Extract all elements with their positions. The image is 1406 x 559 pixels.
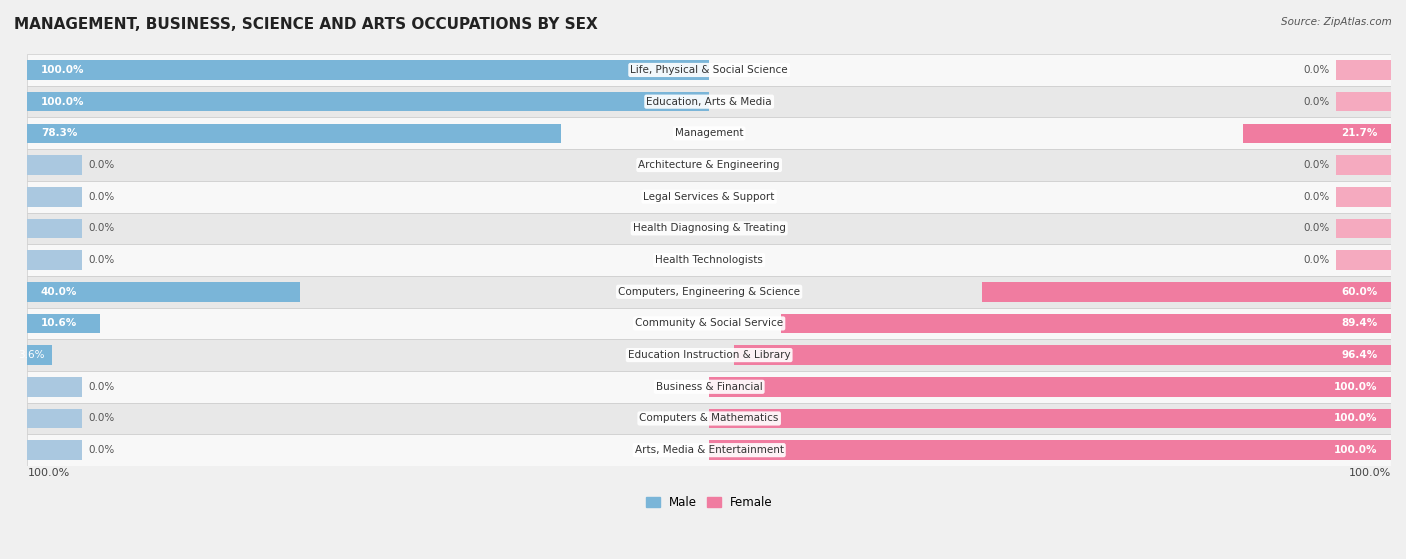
Text: 0.0%: 0.0% bbox=[89, 224, 115, 233]
Bar bbox=[27, 314, 100, 333]
Bar bbox=[27, 371, 1391, 402]
Text: Health Diagnosing & Treating: Health Diagnosing & Treating bbox=[633, 224, 786, 233]
Text: 100.0%: 100.0% bbox=[41, 97, 84, 107]
Text: 100.0%: 100.0% bbox=[1334, 414, 1378, 424]
Bar bbox=[1337, 155, 1391, 175]
Text: 100.0%: 100.0% bbox=[27, 467, 69, 477]
Text: 40.0%: 40.0% bbox=[41, 287, 77, 297]
Text: Computers, Engineering & Science: Computers, Engineering & Science bbox=[619, 287, 800, 297]
Text: 100.0%: 100.0% bbox=[1334, 445, 1378, 455]
Bar bbox=[27, 181, 1391, 212]
Text: 0.0%: 0.0% bbox=[89, 445, 115, 455]
Bar bbox=[27, 212, 1391, 244]
Bar bbox=[27, 250, 82, 270]
Bar bbox=[1337, 60, 1391, 80]
Bar bbox=[27, 345, 52, 365]
Text: 0.0%: 0.0% bbox=[1303, 192, 1330, 202]
Bar bbox=[27, 155, 82, 175]
Text: 0.0%: 0.0% bbox=[89, 192, 115, 202]
Bar bbox=[27, 60, 709, 80]
Text: Education, Arts & Media: Education, Arts & Media bbox=[647, 97, 772, 107]
Text: 0.0%: 0.0% bbox=[1303, 160, 1330, 170]
Text: 0.0%: 0.0% bbox=[1303, 224, 1330, 233]
Text: Arts, Media & Entertainment: Arts, Media & Entertainment bbox=[634, 445, 783, 455]
Bar bbox=[1337, 219, 1391, 238]
Bar bbox=[27, 54, 1391, 86]
Bar bbox=[27, 282, 299, 301]
Bar bbox=[709, 409, 1391, 428]
Bar bbox=[27, 219, 82, 238]
Bar bbox=[709, 377, 1391, 397]
Bar bbox=[27, 124, 561, 143]
Bar bbox=[27, 377, 82, 397]
Bar bbox=[27, 244, 1391, 276]
Bar bbox=[709, 440, 1391, 460]
Text: Computers & Mathematics: Computers & Mathematics bbox=[640, 414, 779, 424]
Text: 0.0%: 0.0% bbox=[1303, 65, 1330, 75]
Text: Community & Social Service: Community & Social Service bbox=[636, 319, 783, 329]
Bar bbox=[1243, 124, 1391, 143]
Text: Life, Physical & Social Science: Life, Physical & Social Science bbox=[630, 65, 787, 75]
Text: Legal Services & Support: Legal Services & Support bbox=[644, 192, 775, 202]
Bar bbox=[27, 440, 82, 460]
Bar bbox=[981, 282, 1391, 301]
Bar bbox=[27, 402, 1391, 434]
Bar bbox=[27, 409, 82, 428]
Bar bbox=[27, 117, 1391, 149]
Text: Architecture & Engineering: Architecture & Engineering bbox=[638, 160, 780, 170]
Text: 0.0%: 0.0% bbox=[89, 160, 115, 170]
Bar bbox=[1337, 187, 1391, 206]
Text: Education Instruction & Library: Education Instruction & Library bbox=[628, 350, 790, 360]
Bar bbox=[734, 345, 1391, 365]
Text: 0.0%: 0.0% bbox=[89, 414, 115, 424]
Bar bbox=[27, 86, 1391, 117]
Text: 89.4%: 89.4% bbox=[1341, 319, 1378, 329]
Bar bbox=[27, 149, 1391, 181]
Bar bbox=[27, 187, 82, 206]
Text: 0.0%: 0.0% bbox=[89, 255, 115, 265]
Text: 0.0%: 0.0% bbox=[89, 382, 115, 392]
Bar bbox=[27, 339, 1391, 371]
Bar bbox=[782, 314, 1391, 333]
Text: 0.0%: 0.0% bbox=[1303, 255, 1330, 265]
Text: 96.4%: 96.4% bbox=[1341, 350, 1378, 360]
Text: 100.0%: 100.0% bbox=[1348, 467, 1391, 477]
Text: 21.7%: 21.7% bbox=[1341, 129, 1378, 138]
Text: Management: Management bbox=[675, 129, 744, 138]
Bar bbox=[1337, 92, 1391, 111]
Text: 100.0%: 100.0% bbox=[1334, 382, 1378, 392]
Text: 10.6%: 10.6% bbox=[41, 319, 77, 329]
Text: Health Technologists: Health Technologists bbox=[655, 255, 763, 265]
Bar bbox=[1337, 250, 1391, 270]
Text: Business & Financial: Business & Financial bbox=[655, 382, 762, 392]
Text: 3.6%: 3.6% bbox=[18, 350, 45, 360]
Text: MANAGEMENT, BUSINESS, SCIENCE AND ARTS OCCUPATIONS BY SEX: MANAGEMENT, BUSINESS, SCIENCE AND ARTS O… bbox=[14, 17, 598, 32]
Bar bbox=[27, 434, 1391, 466]
Bar bbox=[27, 92, 709, 111]
Legend: Male, Female: Male, Female bbox=[641, 491, 778, 514]
Text: 78.3%: 78.3% bbox=[41, 129, 77, 138]
Bar bbox=[27, 307, 1391, 339]
Text: 60.0%: 60.0% bbox=[1341, 287, 1378, 297]
Text: 0.0%: 0.0% bbox=[1303, 97, 1330, 107]
Bar bbox=[27, 276, 1391, 307]
Text: Source: ZipAtlas.com: Source: ZipAtlas.com bbox=[1281, 17, 1392, 27]
Text: 100.0%: 100.0% bbox=[41, 65, 84, 75]
